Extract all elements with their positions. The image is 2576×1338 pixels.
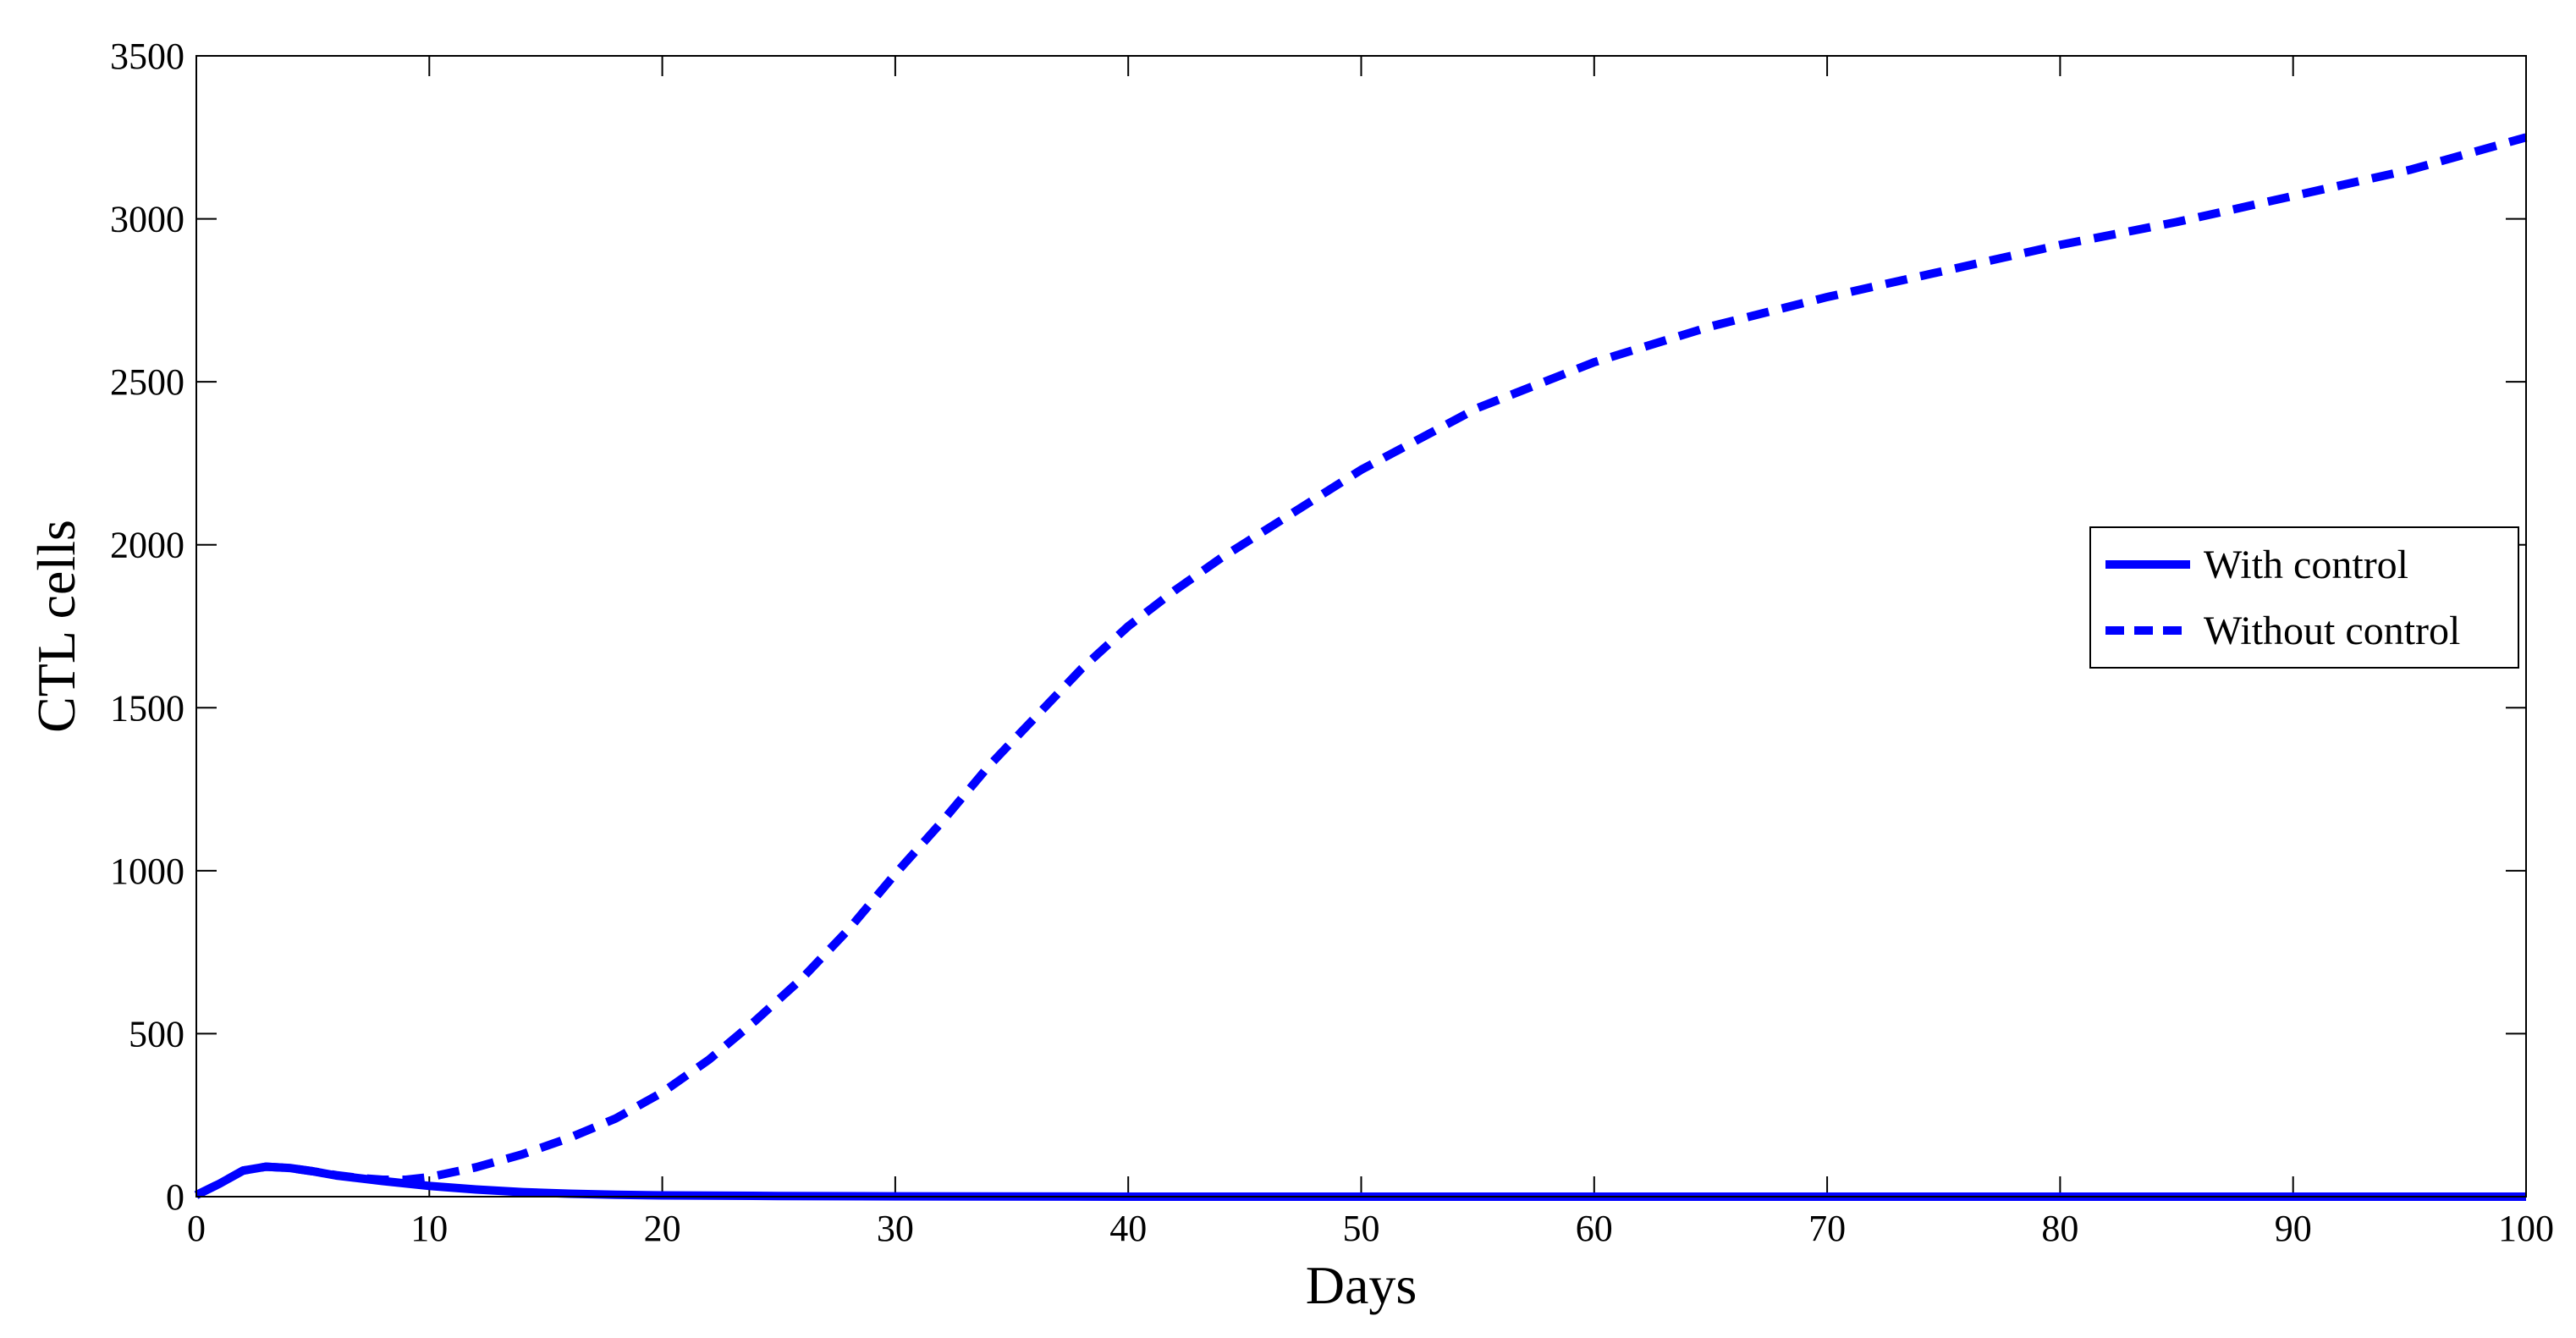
y-tick-label: 1500	[110, 687, 184, 729]
tick-labels: 0 10 20 30 40 50 60 70 80 90 100050010001500200025…	[110, 36, 2554, 1249]
legend-box	[2089, 526, 2519, 669]
y-tick-label: 0	[166, 1176, 184, 1218]
legend-label-without-control: Without control	[2204, 608, 2460, 653]
y-tick-label: 500	[129, 1013, 184, 1054]
legend: With control Without control	[2089, 526, 2519, 669]
y-tick-label: 3500	[110, 36, 184, 77]
x-tick-label: 40	[1109, 1208, 1147, 1249]
x-tick-label: 100	[2498, 1208, 2554, 1249]
x-tick-label: 50	[1343, 1208, 1380, 1249]
x-tick-label: 30	[877, 1208, 914, 1249]
x-tick-label: 0	[187, 1208, 206, 1249]
x-tick-label: 70	[1808, 1208, 1846, 1249]
x-tick-label: 10	[410, 1208, 448, 1249]
x-tick-label: 60	[1576, 1208, 1613, 1249]
y-tick-label: 1000	[110, 851, 184, 892]
x-axis-title: Days	[1306, 1255, 1417, 1315]
x-tick-label: 90	[2275, 1208, 2312, 1249]
plot-frame	[195, 55, 2527, 1198]
y-tick-label: 2000	[110, 525, 184, 566]
y-tick-label: 3000	[110, 199, 184, 240]
x-tick-label: 20	[644, 1208, 681, 1249]
legend-label-with-control: With control	[2204, 542, 2408, 587]
x-tick-label: 80	[2041, 1208, 2078, 1249]
y-tick-label: 2500	[110, 361, 184, 403]
y-axis-title: CTL cells	[26, 520, 86, 733]
